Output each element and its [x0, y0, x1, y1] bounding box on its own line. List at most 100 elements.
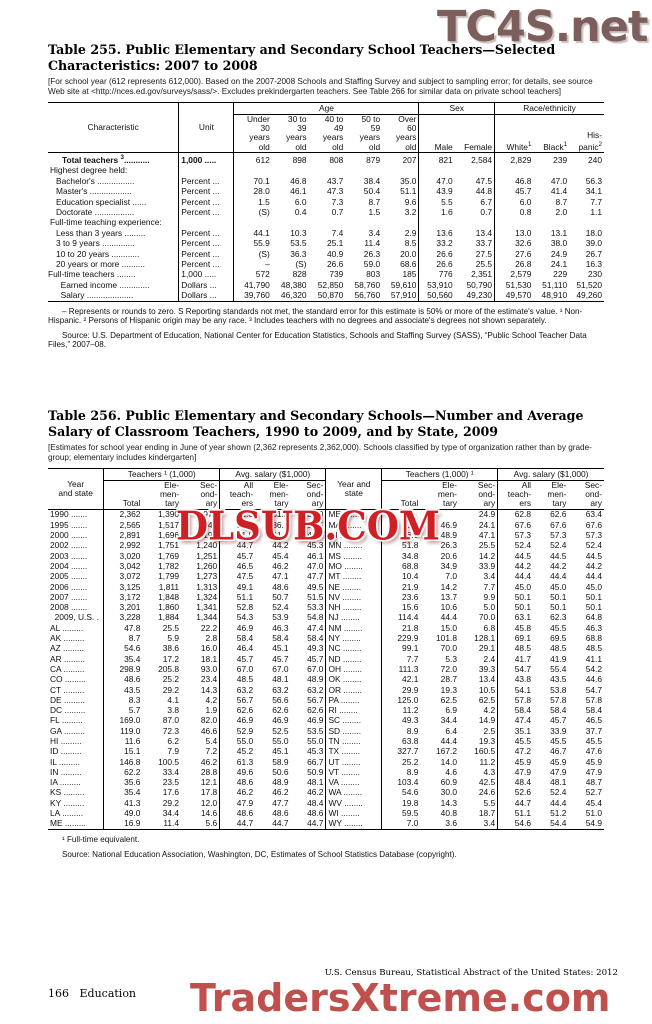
row-label: FL ......... [50, 715, 83, 726]
cell: 44.4 [585, 571, 602, 582]
cell: 2.4 [483, 653, 496, 664]
col-race-white: White1 [494, 114, 534, 153]
table-row: KY ......... 41.3 29.2 12.0 47.9 47.7 48.4 WV .… [48, 797, 604, 809]
cell: 45.5 [550, 735, 567, 746]
cell: 69.1 [497, 633, 534, 644]
cell: 50.9 [307, 766, 324, 777]
cell: 6.0 [494, 197, 534, 208]
footer-source: U.S. Census Bureau, Statistical Abstract… [324, 968, 618, 978]
row-label: WA ........ [325, 788, 382, 799]
cell: 7.7 [590, 196, 602, 207]
cell: 44.4 [497, 571, 534, 582]
cell [382, 166, 419, 176]
cell: 5.5 [483, 797, 496, 808]
cell: 44.2 [585, 560, 602, 571]
cell: 33.4 [162, 766, 180, 777]
cell: 239 [553, 155, 568, 165]
cell: 43.5 [103, 685, 143, 696]
cell: 25.5 [475, 258, 493, 269]
cell: 3.4 [483, 571, 496, 582]
cell: 47.2 [497, 746, 534, 757]
cell: 8.7 [368, 196, 381, 207]
cell: 28.0 [233, 186, 272, 197]
cell: 62.6 [272, 705, 289, 716]
cell: 33.9 [550, 725, 567, 736]
cell [233, 165, 272, 176]
cell: 52.8 [219, 602, 256, 613]
row-unit: 1,000 ..... [178, 152, 234, 166]
cell: 56,760 [354, 290, 381, 301]
cell: 45.3 [307, 540, 324, 551]
cell: 46.8 [494, 176, 534, 187]
cell: 48.6 [219, 777, 256, 788]
row-label: HI ......... [50, 735, 82, 746]
cell: 49.0 [103, 808, 143, 819]
cell: 45.0 [497, 582, 534, 593]
cell: 44.4 [550, 797, 567, 808]
cell: 45.3 [307, 746, 324, 757]
cell: 612 [233, 152, 272, 166]
cell: 52.7 [585, 787, 602, 798]
row-unit: Percent ... [178, 197, 234, 208]
cell: 24.1 [478, 519, 496, 530]
row-label: 10 to 20 years ............ [56, 248, 140, 259]
table-256-title: Table 256. Public Elementary and Seconda… [48, 408, 584, 439]
cell: 63.1 [497, 612, 534, 624]
cell: 50,790 [466, 279, 493, 290]
cell: 51.0 [585, 808, 602, 819]
table-row: Total teachers 3........... 1,000 ..... 61… [48, 152, 604, 166]
cell: 48.9 [272, 777, 289, 788]
row-label: 2003 ....... [50, 550, 88, 561]
row-label: MT ........ [325, 571, 382, 582]
cell: 19.8 [381, 798, 421, 809]
cell: 39,760 [233, 290, 272, 302]
spanner-teachers-left: Teachers ¹ (1,000) [103, 468, 220, 481]
cell: 26.6 [418, 259, 455, 270]
table-256: Year and state Teachers ¹ (1,000) Avg. sa… [48, 468, 604, 830]
cell: 51.8 [381, 540, 421, 551]
cell: 24.1 [550, 258, 568, 269]
cell: 16.9 [103, 819, 143, 830]
row-unit: Dollars ... [178, 290, 234, 302]
cell: 0.4 [294, 206, 307, 217]
cell: – [233, 259, 272, 270]
cell: 45.7 [219, 551, 256, 562]
cell: 41.4 [550, 186, 568, 197]
cell: 10.6 [440, 602, 457, 613]
cell: 47.5 [475, 175, 493, 186]
row-unit: Percent ... [178, 207, 234, 218]
cell: 9.6 [404, 196, 417, 207]
cell: 24.9 [478, 509, 496, 520]
cell: 62.6 [219, 705, 256, 716]
cell: 31.2 [272, 509, 289, 520]
cell: 41,790 [233, 280, 272, 291]
table-row: FL ......... 169.0 87.0 82.0 46.9 46.9 46.9 SC … [48, 715, 604, 726]
cell: 24.9 [550, 248, 568, 259]
cell: 46.3 [272, 622, 289, 633]
col-l-salary-elementary: Ele-men-tary [269, 479, 289, 509]
cell: 62.3 [550, 612, 567, 623]
cell: 47.9 [550, 766, 567, 777]
cell: 58.9 [272, 756, 289, 767]
cell: 17.8 [200, 787, 218, 798]
row-label: AZ ......... [50, 643, 84, 654]
table-row: 2008 ....... 3,201 1,860 1,341 52.8 52.4 53.3 N… [48, 602, 604, 613]
cell [455, 166, 495, 176]
spanner-salary-right: Avg. salary ($1,000) [497, 468, 604, 481]
cell: 35.4 [103, 654, 143, 665]
cell: 0.7 [331, 206, 344, 217]
table-row: HI ......... 11.6 6.2 5.4 55.0 55.0 55.0 TN ...… [48, 735, 604, 747]
cell: 33.2 [418, 238, 455, 249]
cell: 17.2 [162, 653, 180, 664]
row-label: PA ........ [325, 695, 382, 706]
cell: 60.9 [440, 777, 457, 788]
row-label: KS ......... [50, 787, 85, 798]
cell: 6.7 [480, 196, 493, 207]
cell: 5.4 [205, 735, 218, 746]
row-label: MI ........ [325, 530, 382, 541]
table-255-headnote: [For school year (612 represents 612,000… [48, 77, 593, 96]
cell: 36.1 [272, 519, 289, 530]
cell: 52.4 [272, 602, 289, 613]
cell: 45.2 [219, 746, 256, 757]
cell: 49.3 [307, 643, 324, 654]
